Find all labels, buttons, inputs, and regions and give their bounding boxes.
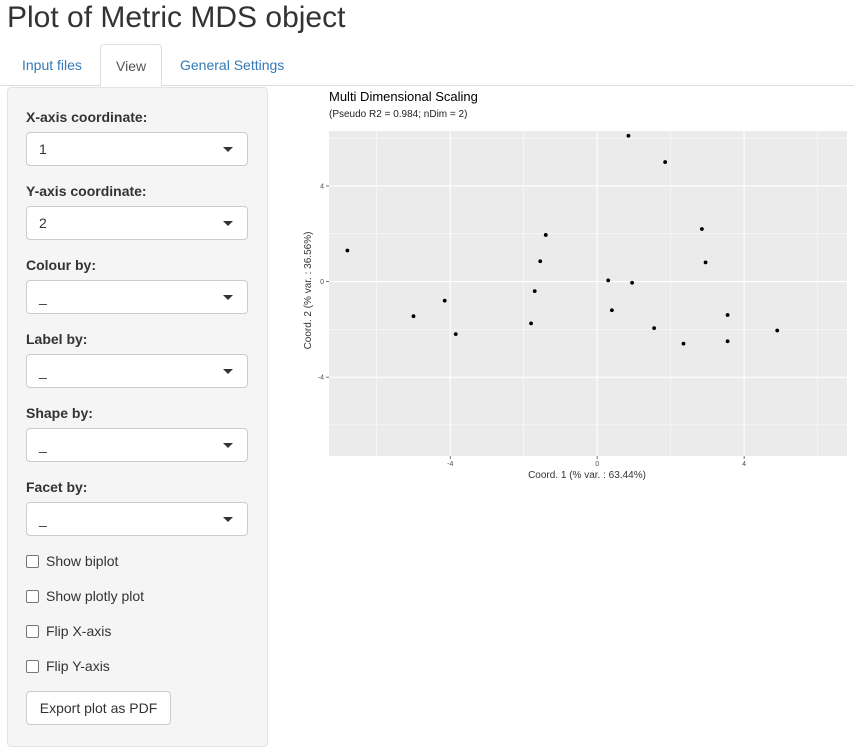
flip-x-checkbox[interactable] <box>26 624 39 638</box>
data-point <box>606 278 611 283</box>
mds-scatter-plot: -4 0 4 -4 0 4 Coord. 1 (% var. : 63.44%) Coor… <box>303 131 847 481</box>
show-plotly-option[interactable]: Show plotly plot <box>26 586 144 606</box>
data-point <box>345 248 350 253</box>
data-point <box>532 289 537 294</box>
x-axis-label: X-axis coordinate: <box>26 109 148 125</box>
chevron-down-icon <box>223 369 233 374</box>
x-axis-select[interactable]: 1 <box>26 132 248 166</box>
flip-y-option[interactable]: Flip Y-axis <box>26 656 110 676</box>
flip-y-label: Flip Y-axis <box>46 658 110 674</box>
chart-title: Multi Dimensional Scaling <box>329 89 478 104</box>
export-pdf-button[interactable]: Export plot as PDF <box>26 691 171 725</box>
data-point <box>442 298 447 303</box>
facet-by-label: Facet by: <box>26 479 88 495</box>
data-point <box>538 259 543 264</box>
y-axis-value: 2 <box>39 215 47 231</box>
page-title: Plot of Metric MDS object <box>7 1 346 34</box>
data-point <box>681 341 686 346</box>
grid-lines <box>329 131 847 456</box>
y-tick-label: 4 <box>320 183 324 190</box>
data-point <box>663 160 668 164</box>
tab-general-settings[interactable]: General Settings <box>180 57 285 73</box>
data-point <box>609 308 614 313</box>
show-biplot-checkbox[interactable] <box>26 554 39 568</box>
colour-by-label: Colour by: <box>26 257 96 273</box>
data-point <box>699 227 704 231</box>
data-point <box>529 321 533 326</box>
shape-by-value: _ <box>39 437 47 453</box>
data-point <box>411 314 416 319</box>
colour-by-value: _ <box>39 289 47 305</box>
data-point <box>630 280 634 285</box>
label-by-select[interactable]: _ <box>26 354 248 388</box>
sidebar-panel: X-axis coordinate: 1 Y-axis coordinate: … <box>7 87 268 747</box>
chart-subtitle: (Pseudo R2 = 0.984; nDim = 2) <box>329 109 468 120</box>
data-point <box>725 339 730 344</box>
data-point <box>453 332 458 337</box>
show-plotly-label: Show plotly plot <box>46 588 145 604</box>
data-point <box>652 326 657 331</box>
data-point <box>775 328 780 333</box>
y-tick-label: 0 <box>320 279 324 286</box>
flip-y-checkbox[interactable] <box>26 659 39 673</box>
data-points <box>345 133 780 346</box>
data-point <box>626 133 631 138</box>
data-point <box>703 260 708 265</box>
y-axis-label: Y-axis coordinate: <box>26 183 147 199</box>
data-point <box>725 313 730 317</box>
chevron-down-icon <box>223 147 233 152</box>
label-by-value: _ <box>39 363 47 379</box>
facet-by-select[interactable]: _ <box>26 502 248 536</box>
y-axis-select[interactable]: 2 <box>26 206 248 240</box>
show-biplot-label: Show biplot <box>46 553 119 569</box>
shape-by-select[interactable]: _ <box>26 428 248 462</box>
y-tick-label: -4 <box>318 375 324 382</box>
tab-view[interactable]: View <box>100 44 163 87</box>
shape-by-label: Shape by: <box>26 405 93 421</box>
x-axis-value: 1 <box>39 141 47 157</box>
x-tick-label: 0 <box>595 461 599 468</box>
chevron-down-icon <box>223 295 233 300</box>
tab-bar: Input files View General Settings <box>0 44 854 87</box>
data-point <box>543 233 548 237</box>
show-plotly-checkbox[interactable] <box>26 589 39 603</box>
flip-x-label: Flip X-axis <box>46 623 112 639</box>
chevron-down-icon <box>223 517 233 522</box>
colour-by-select[interactable]: _ <box>26 280 248 314</box>
show-biplot-option[interactable]: Show biplot <box>26 551 118 571</box>
x-tick-label: -4 <box>447 461 453 468</box>
tab-input-files[interactable]: Input files <box>22 57 82 73</box>
chevron-down-icon <box>223 443 233 448</box>
label-by-label: Label by: <box>26 331 88 347</box>
facet-by-value: _ <box>39 511 47 527</box>
axes: -4 0 4 -4 0 4 <box>318 183 746 468</box>
flip-x-option[interactable]: Flip X-axis <box>26 621 111 641</box>
x-tick-label: 4 <box>742 461 746 468</box>
plot-panel <box>329 131 847 456</box>
y-axis-title: Coord. 2 (% var. : 36.56%) <box>303 232 314 350</box>
chevron-down-icon <box>223 221 233 226</box>
x-axis-title: Coord. 1 (% var. : 63.44%) <box>528 470 646 481</box>
